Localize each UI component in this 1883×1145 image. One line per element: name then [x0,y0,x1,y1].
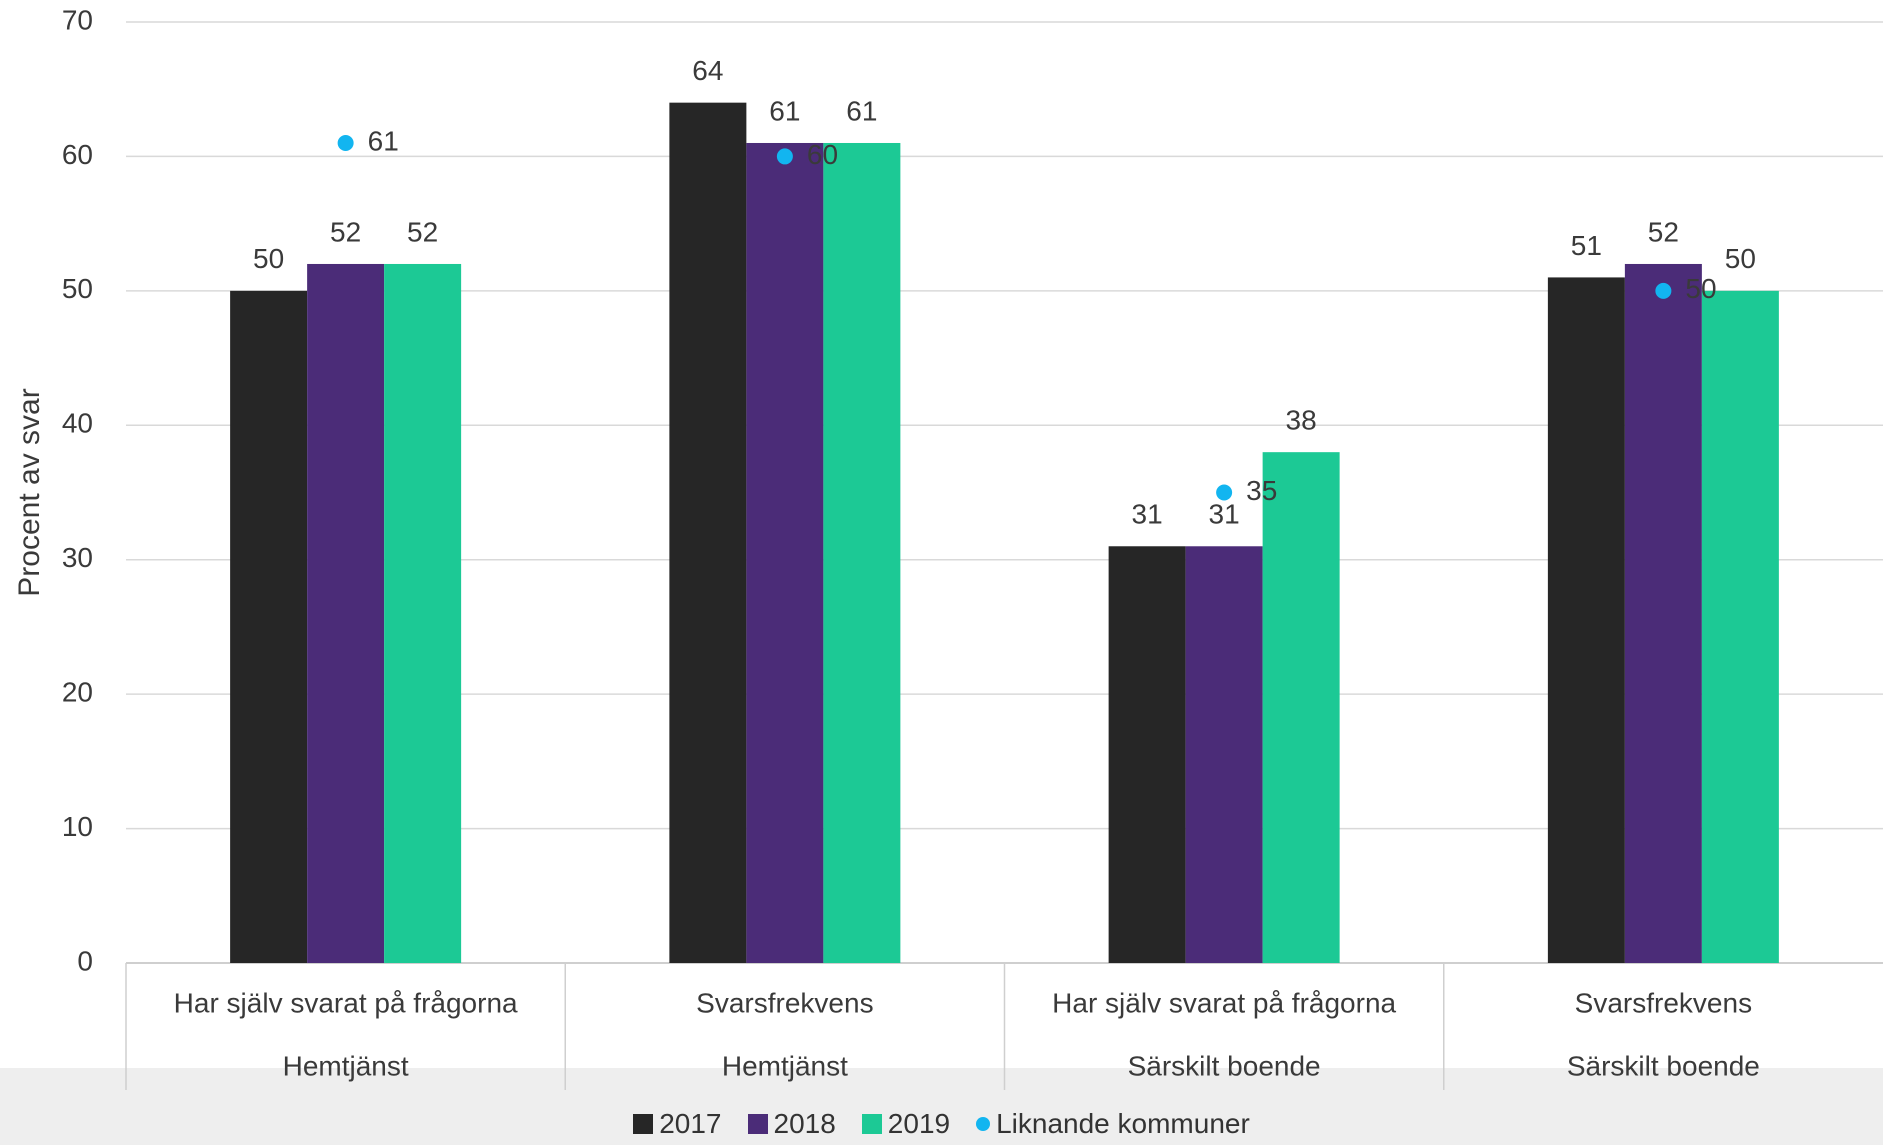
bar-2018 [1185,546,1263,963]
bar-2017 [1108,546,1186,963]
y-tick-label: 70 [62,4,93,35]
bar-2017 [669,102,747,963]
x-group-label: Hemtjänst [722,1050,848,1081]
bar-value-label: 51 [1571,230,1602,261]
bar-value-label: 61 [769,95,800,126]
legend-label-liknande-kommuner: Liknande kommuner [996,1108,1250,1139]
marker-value-label: 35 [1246,475,1277,506]
marker-value-label: 61 [368,125,399,156]
y-tick-label: 20 [62,677,93,708]
x-tick-label: Svarsfrekvens [1575,987,1752,1018]
bar-value-label: 52 [407,216,438,247]
bar-value-label: 64 [692,55,723,86]
x-group-label: Särskilt boende [1567,1050,1760,1081]
y-axis-title: Procent av svar [13,388,46,596]
legend-swatch-2019 [861,1114,882,1134]
legend: 2017 2018 2019 Liknande kommuner [0,1108,1883,1140]
bar-value-label: 52 [1648,216,1679,247]
bar-2019 [1262,452,1340,963]
marker-liknande-kommuner [1655,282,1672,299]
footer-band [0,1068,1883,1145]
marker-value-label: 50 [1685,273,1716,304]
bar-2018 [307,263,385,963]
x-tick-label: Har själv svarat på frågorna [174,987,518,1018]
legend-item-2019: 2019 [861,1108,951,1140]
bar-2017 [1547,277,1625,963]
bar-value-label: 50 [253,243,284,274]
y-tick-label: 60 [62,139,93,170]
y-tick-label: 30 [62,542,93,573]
y-tick-label: 10 [62,811,93,842]
bar-value-label: 38 [1286,405,1317,436]
bar-value-label: 31 [1209,499,1240,530]
marker-liknande-kommuner [1216,484,1233,501]
x-group-label: Hemtjänst [283,1050,409,1081]
bar-value-label: 52 [330,216,361,247]
bar-2018 [1624,263,1702,963]
legend-swatch-2017 [633,1114,654,1134]
x-tick-label: Svarsfrekvens [696,987,873,1018]
bar-value-label: 61 [846,95,877,126]
x-group-label: Särskilt boende [1128,1050,1321,1081]
bar-value-label: 31 [1132,499,1163,530]
legend-item-liknande-kommuner: Liknande kommuner [976,1108,1250,1140]
bar-2019 [1701,290,1779,963]
y-tick-label: 50 [62,273,93,304]
marker-liknande-kommuner [776,148,793,165]
bar-value-label: 50 [1725,243,1756,274]
legend-label-2017: 2017 [659,1108,722,1139]
y-tick-label: 40 [62,408,93,439]
legend-swatch-2018 [747,1114,768,1134]
marker-value-label: 60 [807,139,838,170]
legend-label-2019: 2019 [887,1108,951,1139]
legend-item-2018: 2018 [747,1108,836,1140]
bar-2019 [384,263,462,963]
legend-item-2017: 2017 [633,1108,722,1140]
y-tick-label: 0 [77,945,93,976]
legend-label-2018: 2018 [773,1108,836,1139]
legend-marker-liknande-kommuner [976,1117,991,1131]
bar-2018 [746,142,824,963]
bar-2017 [230,290,308,963]
x-tick-label: Har själv svarat på frågorna [1052,987,1396,1018]
bar-2019 [823,142,901,963]
marker-liknande-kommuner [337,134,354,151]
